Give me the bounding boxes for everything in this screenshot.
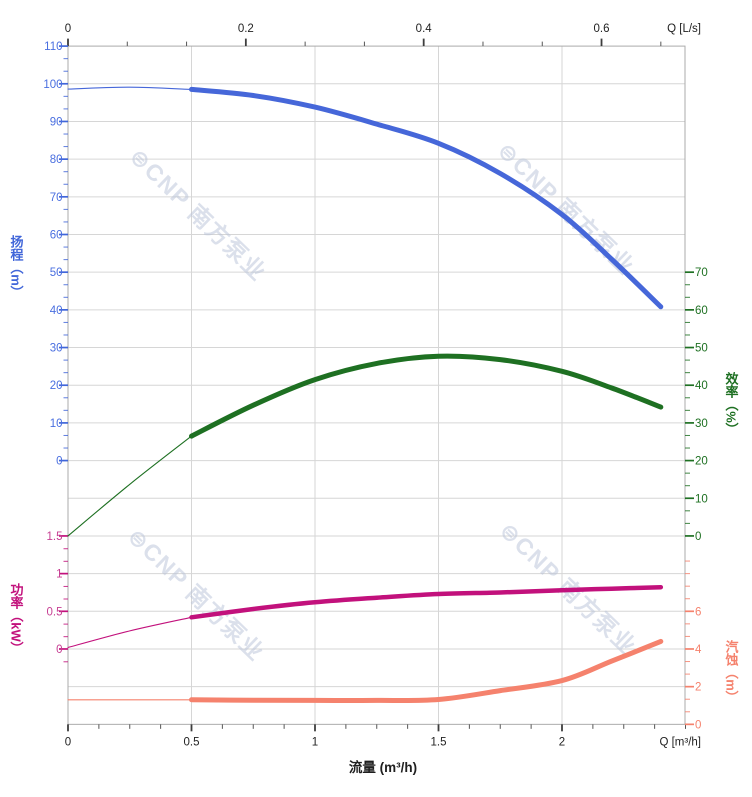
svg-text:0.5: 0.5 — [47, 606, 63, 618]
head-curve — [67, 86, 664, 310]
svg-text:0: 0 — [56, 456, 62, 468]
x-axis-top: 0 0.2 0.4 0.6 Q [L/s] — [65, 23, 701, 47]
svg-text:0.2: 0.2 — [238, 23, 254, 35]
svg-text:30: 30 — [50, 343, 63, 355]
svg-text:50: 50 — [50, 267, 63, 279]
svg-text:0: 0 — [65, 23, 71, 35]
svg-text:0.4: 0.4 — [416, 23, 433, 35]
svg-text:流量 (m³/h): 流量 (m³/h) — [349, 759, 417, 775]
svg-text:20: 20 — [695, 456, 708, 468]
y-axis-head: 0 10 20 30 40 50 60 70 80 90 100 110 扬程（m） — [9, 41, 68, 468]
svg-text:100: 100 — [43, 79, 62, 91]
svg-text:20: 20 — [50, 380, 63, 392]
svg-text:4: 4 — [695, 644, 702, 656]
svg-text:70: 70 — [50, 192, 63, 204]
svg-text:80: 80 — [50, 154, 63, 166]
svg-text:2: 2 — [695, 682, 701, 694]
flow-axis-label: 流量 (m³/h) — [349, 759, 417, 775]
svg-text:0: 0 — [56, 644, 62, 656]
svg-text:0: 0 — [65, 736, 71, 748]
svg-text:Q [L/s]: Q [L/s] — [667, 23, 701, 35]
y-axis-efficiency: 0 10 20 30 40 50 60 70 效率（%） — [685, 267, 739, 543]
power-curve — [67, 584, 664, 649]
svg-text:60: 60 — [695, 305, 708, 317]
svg-text:Q [m³/h]: Q [m³/h] — [659, 736, 701, 748]
npsh-curve — [67, 638, 664, 704]
x-axis-bottom: 0 0.5 1 1.5 2 Q [m³/h] — [65, 724, 701, 748]
svg-text:0.6: 0.6 — [594, 23, 610, 35]
cnp-watermark: ⊜CNP 南方泵业 — [493, 137, 640, 280]
axis-title-power: 功率（kW） — [9, 583, 25, 655]
cnp-watermark: ⊜CNP 南方泵业 — [125, 143, 272, 286]
svg-text:1: 1 — [56, 569, 62, 581]
svg-text:40: 40 — [695, 380, 708, 392]
svg-text:6: 6 — [695, 606, 701, 618]
svg-text:0: 0 — [695, 719, 701, 731]
svg-text:110: 110 — [44, 41, 62, 53]
svg-text:1.5: 1.5 — [47, 531, 63, 543]
svg-text:1: 1 — [312, 736, 318, 748]
svg-text:30: 30 — [695, 418, 708, 430]
svg-text:2: 2 — [559, 736, 565, 748]
axis-title-npsh: 汽蚀（m） — [724, 640, 740, 704]
svg-text:1.5: 1.5 — [431, 736, 447, 748]
svg-text:50: 50 — [695, 343, 708, 355]
svg-text:0.5: 0.5 — [184, 736, 200, 748]
cnp-watermark: ⊜CNP 南方泵业 — [123, 523, 270, 666]
svg-text:10: 10 — [50, 418, 63, 430]
axis-title-efficiency: 效率（%） — [724, 372, 740, 436]
grid — [67, 45, 686, 725]
svg-text:70: 70 — [695, 267, 708, 279]
efficiency-curve — [67, 353, 664, 537]
y-axis-npsh: 0 2 4 6 汽蚀（m） — [685, 560, 740, 731]
svg-text:60: 60 — [50, 230, 63, 242]
svg-text:10: 10 — [695, 493, 708, 505]
svg-text:0: 0 — [695, 531, 701, 543]
svg-text:90: 90 — [50, 116, 63, 128]
axis-title-head: 扬程（m） — [9, 235, 25, 299]
y-axis-power: 0 0.5 1 1.5 功率（kW） — [9, 531, 68, 663]
svg-text:40: 40 — [50, 305, 63, 317]
